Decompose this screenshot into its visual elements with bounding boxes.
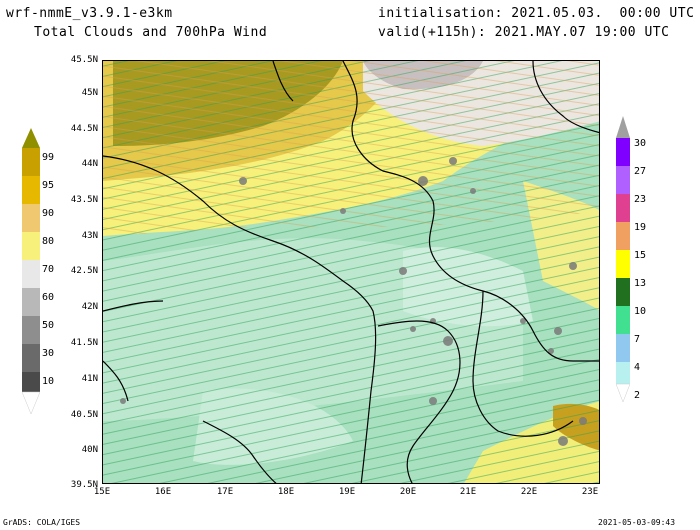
lat-label: 45.5N	[70, 55, 98, 65]
lon-label: 17E	[216, 487, 234, 497]
lon-label: 20E	[399, 487, 417, 497]
cloud-colorbar-label: 80	[42, 236, 55, 247]
init-time: initialisation: 2021.05.03. 00:00 UTC	[378, 6, 695, 21]
wind-colorbar-label: 10	[634, 306, 647, 317]
wind-colorbar-label: 23	[634, 194, 647, 205]
cloud-colorbar-label: 95	[42, 180, 55, 191]
wind-colorbar	[616, 116, 630, 402]
lat-label: 45N	[81, 88, 98, 98]
footer-timestamp: 2021-05-03-09:43	[598, 518, 676, 527]
lat-label: 39.5N	[70, 480, 98, 490]
wind-colorbar-label: 2	[634, 390, 641, 401]
lat-label: 42.5N	[70, 266, 98, 276]
lat-label: 44.5N	[70, 124, 98, 134]
cloud-colorbar-label: 50	[42, 320, 55, 331]
valid-time: valid(+115h): 2021.MAY.07 19:00 UTC	[378, 25, 670, 40]
lon-label: 22E	[520, 487, 538, 497]
wind-colorbar-label: 19	[634, 222, 647, 233]
wind-colorbar-label: 27	[634, 166, 647, 177]
lon-label: 15E	[93, 487, 111, 497]
product-title: Total Clouds and 700hPa Wind	[34, 25, 268, 40]
wind-colorbar-label: 4	[634, 362, 641, 373]
lon-label: 16E	[154, 487, 172, 497]
colorbar-arrow-bottom	[22, 391, 40, 414]
cloud-colorbar-label: 90	[42, 208, 55, 219]
wind-streamlines-north	[103, 61, 599, 236]
colorbar-arrow-top	[22, 128, 40, 148]
lon-label: 21E	[459, 487, 477, 497]
wind-colorbar-label: 30	[634, 138, 647, 149]
colorbar-arrow-top	[616, 116, 630, 138]
lat-label: 40N	[81, 445, 98, 455]
colorbar-arrow-bottom	[616, 383, 630, 402]
lat-label: 44N	[81, 159, 98, 169]
wind-colorbar-label: 15	[634, 250, 647, 261]
footer-credit: GrADS: COLA/IGES	[3, 518, 81, 527]
lat-label: 42N	[81, 302, 98, 312]
lat-label: 43.5N	[70, 195, 98, 205]
cloud-colorbar-label: 30	[42, 348, 55, 359]
cloud-colorbar-label: 70	[42, 264, 55, 275]
cloud-colorbar-label: 99	[42, 152, 55, 163]
lon-label: 23E	[581, 487, 599, 497]
wind-colorbar-label: 7	[634, 334, 641, 345]
map-canvas	[103, 61, 599, 483]
lat-label: 41N	[81, 374, 98, 384]
convective-cells	[120, 157, 587, 446]
lon-label: 18E	[277, 487, 295, 497]
coastlines-borders	[103, 61, 599, 483]
lat-label: 40.5N	[70, 410, 98, 420]
lat-label: 43N	[81, 231, 98, 241]
model-title: wrf-nmmE_v3.9.1-e3km	[6, 6, 173, 21]
lat-label: 41.5N	[70, 338, 98, 348]
weather-map	[102, 60, 600, 484]
lon-label: 19E	[338, 487, 356, 497]
wind-colorbar-label: 13	[634, 278, 647, 289]
cloud-colorbar	[22, 128, 40, 414]
cloud-colorbar-label: 60	[42, 292, 55, 303]
cloud-colorbar-label: 10	[42, 376, 55, 387]
